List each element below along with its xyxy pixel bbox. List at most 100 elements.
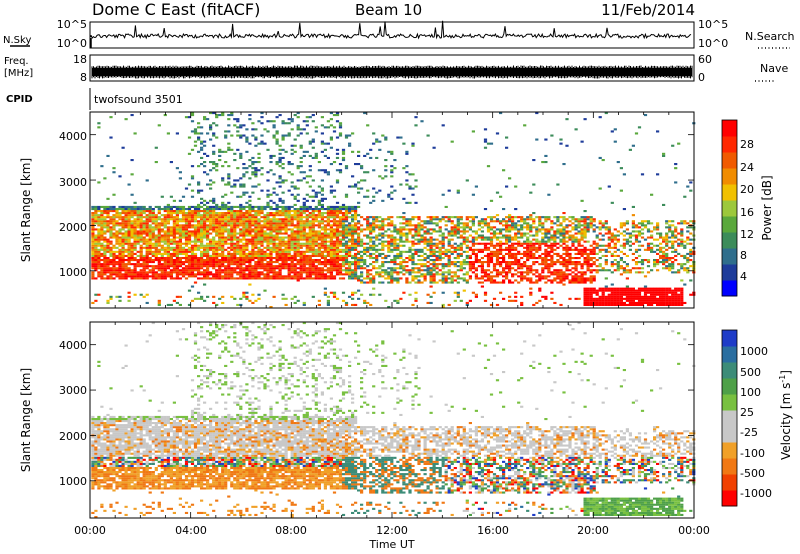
power-cell xyxy=(281,226,285,229)
power-cell xyxy=(121,269,125,272)
beam-title: Beam 10 xyxy=(355,1,422,19)
power-cell xyxy=(338,126,343,129)
power-cell xyxy=(106,271,110,274)
power-cell xyxy=(212,150,216,153)
power-cell xyxy=(287,254,291,257)
power-cell xyxy=(251,248,255,251)
power-cell xyxy=(124,208,128,211)
power-cell xyxy=(124,242,128,245)
power-cell xyxy=(465,303,469,306)
power-cell xyxy=(190,130,195,133)
power-cell xyxy=(405,228,409,231)
power-cell xyxy=(471,261,475,264)
power-cell xyxy=(302,232,306,235)
power-cell xyxy=(254,271,258,274)
power-cell xyxy=(402,244,406,247)
power-cell xyxy=(435,242,439,245)
power-cell xyxy=(354,263,358,266)
power-cell xyxy=(157,232,161,235)
power-cell xyxy=(438,240,442,243)
power-cell xyxy=(269,263,273,266)
power-cell xyxy=(187,230,192,233)
power-cell xyxy=(172,269,176,272)
power-cell xyxy=(175,232,179,235)
power-cell xyxy=(314,269,318,272)
power-cell xyxy=(163,277,167,280)
power-cell xyxy=(314,248,318,251)
power-cell xyxy=(296,242,300,245)
power-cell xyxy=(106,226,110,229)
power-cell xyxy=(553,236,557,239)
power-cell xyxy=(529,218,533,221)
power-cell xyxy=(115,232,119,235)
power-cell xyxy=(148,271,152,274)
power-cell xyxy=(480,234,484,237)
power-cell xyxy=(535,271,539,274)
power-cell xyxy=(508,279,512,282)
power-cell xyxy=(109,267,113,270)
power-cell xyxy=(326,205,330,208)
power-cell xyxy=(230,224,234,227)
power-cell xyxy=(239,234,243,237)
power-cell xyxy=(538,224,542,227)
power-cell xyxy=(221,271,225,274)
power-cell xyxy=(163,218,167,221)
power-cell xyxy=(320,232,324,235)
power-cell xyxy=(142,220,146,223)
power-cell xyxy=(112,220,116,223)
power-cell xyxy=(287,244,291,247)
power-cell xyxy=(227,246,231,249)
power-cell xyxy=(450,279,454,282)
power-cell xyxy=(308,226,312,229)
power-cell xyxy=(326,295,330,298)
power-cell xyxy=(266,263,270,266)
power-cell xyxy=(97,240,101,243)
power-cell xyxy=(308,242,312,245)
power-cell xyxy=(227,181,231,184)
power-cell xyxy=(505,224,509,227)
power-cell xyxy=(242,212,246,215)
power-cell xyxy=(218,220,222,223)
power-cell xyxy=(218,273,222,276)
power-cell xyxy=(505,216,509,219)
power-cell xyxy=(178,269,182,272)
power-cell xyxy=(435,222,439,225)
power-cell xyxy=(257,297,261,300)
power-cell xyxy=(263,238,267,241)
power-cell xyxy=(281,242,285,245)
power-cell xyxy=(130,254,134,257)
power-cell xyxy=(142,236,146,239)
power-cell xyxy=(499,248,503,251)
power-cell xyxy=(369,226,373,229)
power-cell xyxy=(293,248,297,251)
power-cell xyxy=(281,156,285,159)
power-cell xyxy=(200,250,204,253)
power-cell xyxy=(130,159,134,162)
power-cell xyxy=(184,187,189,190)
power-cell xyxy=(396,257,400,260)
power-cell xyxy=(136,250,140,253)
power-cell xyxy=(248,222,252,225)
power-cell xyxy=(290,185,294,188)
power-cell xyxy=(184,248,189,251)
power-cell xyxy=(351,234,355,237)
power-cell xyxy=(344,301,349,304)
power-cell xyxy=(293,275,297,278)
power-cell xyxy=(444,250,448,253)
power-cell xyxy=(341,218,346,221)
power-cell xyxy=(230,295,234,298)
power-cell xyxy=(332,126,337,129)
power-cell xyxy=(390,269,394,272)
power-cell xyxy=(215,205,219,208)
power-cell xyxy=(477,250,481,253)
power-cell xyxy=(508,252,512,255)
power-cell xyxy=(266,226,270,229)
power-cell xyxy=(242,267,246,270)
power-cell xyxy=(532,261,536,264)
power-cell xyxy=(320,208,324,211)
power-cell xyxy=(375,138,379,141)
power-cell xyxy=(287,220,291,223)
power-cell xyxy=(393,246,397,249)
power-cell xyxy=(344,240,349,243)
power-cell xyxy=(547,271,551,274)
